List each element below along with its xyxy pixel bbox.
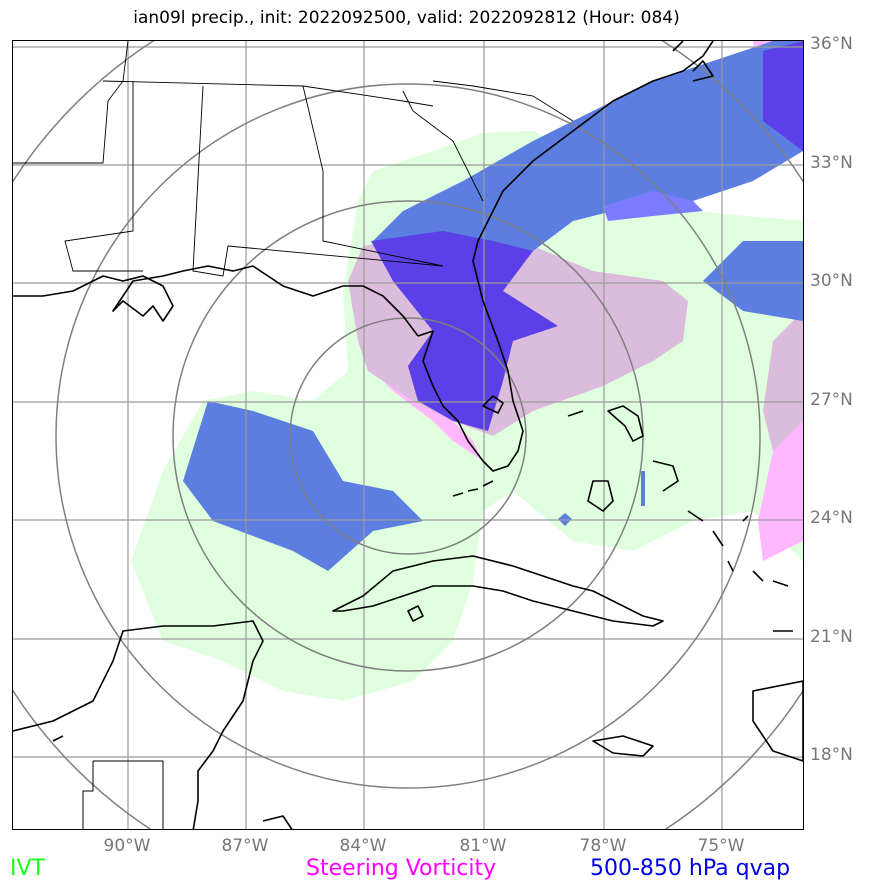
qvap-region-east xyxy=(703,241,803,321)
coast-cuba xyxy=(332,555,664,627)
legend-vorticity: Steering Vorticity xyxy=(306,856,497,881)
coast-honduras xyxy=(52,735,293,829)
lat-label-30: 30°N xyxy=(810,271,853,291)
lon-label-87: 87°W xyxy=(221,836,269,856)
border-sc-nc xyxy=(432,80,574,122)
range-ring-1 xyxy=(289,317,527,555)
lon-label-84: 84°W xyxy=(339,836,387,856)
border-ms-al xyxy=(64,81,143,272)
lat-label-33: 33°N xyxy=(810,153,853,173)
qvap-band-coast-light xyxy=(603,191,703,221)
qvap-core-florida xyxy=(371,231,558,431)
coast-hispaniola xyxy=(752,680,803,762)
lon-label-78: 78°W xyxy=(579,836,627,856)
coast-lake-okeechobee xyxy=(482,395,504,414)
state-borders xyxy=(13,41,574,277)
coast-yucatan xyxy=(13,620,264,829)
map-canvas xyxy=(13,41,803,829)
coast-gulf-north xyxy=(13,265,419,337)
lat-label-27: 27°N xyxy=(810,390,853,410)
qvap-core-north xyxy=(763,41,803,151)
coast-bahamas-1 xyxy=(607,405,644,442)
coast-carolinas xyxy=(672,41,714,82)
vorticity-region-east xyxy=(763,311,803,451)
lon-label-90: 90°W xyxy=(103,836,151,856)
coast-bahamas-3 xyxy=(652,460,793,632)
coast-florida-keys xyxy=(452,480,494,497)
vorticity-region-east-pink xyxy=(758,421,803,561)
qvap-field xyxy=(183,41,803,571)
qvap-region-gulf xyxy=(183,401,423,571)
lon-label-75: 75°W xyxy=(697,836,745,856)
border-tn xyxy=(13,41,129,164)
graticule xyxy=(13,41,803,829)
qvap-band-coast xyxy=(373,41,803,251)
coastlines xyxy=(13,41,803,829)
coast-bahamas-2 xyxy=(567,410,614,512)
coast-florida-west xyxy=(417,41,714,472)
lat-label-18: 18°N xyxy=(810,745,853,765)
lat-label-24: 24°N xyxy=(810,508,853,528)
coast-jamaica xyxy=(592,735,654,757)
border-belize-guatemala xyxy=(82,760,164,829)
lat-label-21: 21°N xyxy=(810,627,853,647)
map-panel xyxy=(12,40,804,830)
range-ring-3 xyxy=(55,83,761,789)
legend-ivt: IVT xyxy=(10,856,45,881)
qvap-region-sliver xyxy=(641,471,645,506)
legend-qvap: 500-850 hPa qvap xyxy=(590,856,791,881)
border-ga-sc xyxy=(402,90,484,202)
lat-label-36: 36°N xyxy=(810,34,853,54)
border-ms-tn xyxy=(102,80,434,107)
map-title: ian09l precip., init: 2022092500, valid:… xyxy=(133,8,680,28)
border-al-ga xyxy=(192,85,444,277)
border-ga-fl xyxy=(302,85,444,267)
coast-isla-juventud xyxy=(407,605,424,622)
lon-label-81: 81°W xyxy=(459,836,507,856)
